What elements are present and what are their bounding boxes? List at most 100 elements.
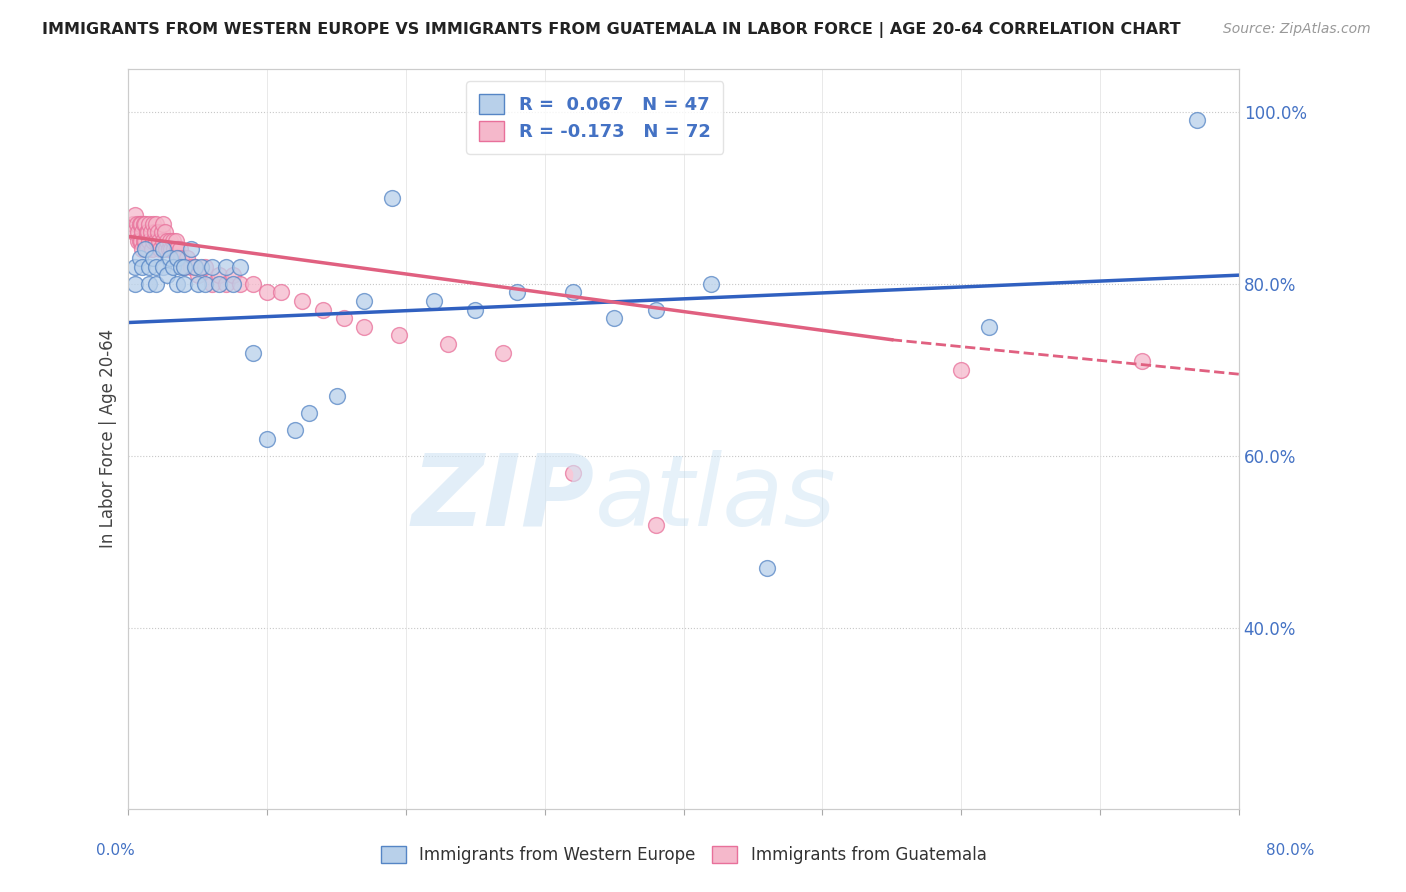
- Point: [138, 217, 160, 231]
- Point: [169, 243, 191, 257]
- Point: [146, 225, 169, 239]
- Point: [700, 277, 723, 291]
- Point: [644, 517, 666, 532]
- Point: [284, 423, 307, 437]
- Point: [122, 225, 145, 239]
- Point: [755, 561, 778, 575]
- Point: [173, 260, 195, 274]
- Point: [132, 217, 155, 231]
- Text: Source: ZipAtlas.com: Source: ZipAtlas.com: [1223, 22, 1371, 37]
- Text: atlas: atlas: [595, 450, 837, 547]
- Point: [173, 277, 195, 291]
- Point: [138, 277, 160, 291]
- Point: [129, 217, 152, 231]
- Point: [162, 260, 184, 274]
- Point: [353, 293, 375, 308]
- Point: [201, 277, 224, 291]
- Point: [149, 243, 172, 257]
- Point: [129, 234, 152, 248]
- Point: [128, 234, 150, 248]
- Point: [145, 234, 167, 248]
- Point: [153, 225, 176, 239]
- Point: [170, 260, 193, 274]
- Point: [156, 234, 179, 248]
- Point: [134, 243, 156, 257]
- Point: [561, 285, 583, 300]
- Text: IMMIGRANTS FROM WESTERN EUROPE VS IMMIGRANTS FROM GUATEMALA IN LABOR FORCE | AGE: IMMIGRANTS FROM WESTERN EUROPE VS IMMIGR…: [42, 22, 1181, 38]
- Point: [162, 234, 184, 248]
- Point: [170, 251, 193, 265]
- Point: [173, 260, 195, 274]
- Point: [121, 217, 143, 231]
- Point: [136, 225, 159, 239]
- Point: [131, 243, 153, 257]
- Point: [214, 277, 236, 291]
- Point: [134, 234, 156, 248]
- Point: [131, 225, 153, 239]
- Point: [492, 345, 515, 359]
- Text: 0.0%: 0.0%: [96, 843, 135, 858]
- Point: [152, 260, 174, 274]
- Point: [436, 337, 458, 351]
- Point: [165, 234, 187, 248]
- Point: [142, 217, 165, 231]
- Point: [132, 234, 155, 248]
- Point: [977, 319, 1000, 334]
- Point: [160, 243, 183, 257]
- Text: ZIP: ZIP: [412, 450, 595, 547]
- Point: [163, 243, 186, 257]
- Point: [256, 432, 278, 446]
- Point: [190, 260, 212, 274]
- Point: [152, 243, 174, 257]
- Point: [221, 277, 243, 291]
- Point: [221, 268, 243, 282]
- Point: [141, 243, 163, 257]
- Point: [124, 260, 146, 274]
- Point: [157, 243, 180, 257]
- Point: [176, 251, 198, 265]
- Point: [124, 208, 146, 222]
- Point: [312, 302, 335, 317]
- Point: [187, 268, 209, 282]
- Point: [138, 260, 160, 274]
- Point: [156, 268, 179, 282]
- Point: [208, 277, 231, 291]
- Point: [644, 302, 666, 317]
- Point: [143, 225, 166, 239]
- Point: [127, 234, 149, 248]
- Point: [950, 363, 973, 377]
- Point: [298, 406, 321, 420]
- Point: [180, 243, 202, 257]
- Point: [1130, 354, 1153, 368]
- Point: [159, 251, 181, 265]
- Y-axis label: In Labor Force | Age 20-64: In Labor Force | Age 20-64: [100, 329, 117, 549]
- Point: [135, 225, 157, 239]
- Legend: R =  0.067   N = 47, R = -0.173   N = 72: R = 0.067 N = 47, R = -0.173 N = 72: [467, 81, 723, 153]
- Point: [166, 243, 188, 257]
- Point: [332, 311, 354, 326]
- Point: [127, 225, 149, 239]
- Point: [1185, 113, 1208, 128]
- Point: [194, 260, 217, 274]
- Point: [142, 251, 165, 265]
- Point: [180, 260, 202, 274]
- Point: [134, 217, 156, 231]
- Point: [145, 260, 167, 274]
- Point: [561, 466, 583, 480]
- Point: [124, 277, 146, 291]
- Point: [256, 285, 278, 300]
- Point: [184, 260, 207, 274]
- Point: [166, 251, 188, 265]
- Point: [388, 328, 411, 343]
- Point: [128, 217, 150, 231]
- Point: [270, 285, 292, 300]
- Point: [603, 311, 626, 326]
- Point: [166, 277, 188, 291]
- Point: [194, 277, 217, 291]
- Point: [242, 345, 264, 359]
- Point: [214, 260, 236, 274]
- Point: [145, 277, 167, 291]
- Point: [228, 260, 250, 274]
- Point: [150, 225, 173, 239]
- Point: [125, 217, 148, 231]
